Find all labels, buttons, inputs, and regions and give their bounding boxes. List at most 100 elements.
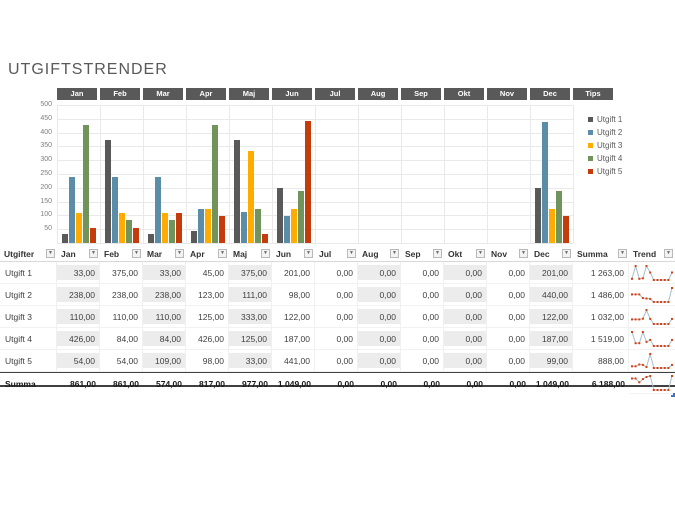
value-cell[interactable]: 0,00 [444, 262, 487, 284]
table-resize-handle[interactable] [671, 393, 675, 397]
value-cell[interactable]: 0,00 [401, 328, 444, 350]
value-cell[interactable]: 201,00 [530, 262, 573, 284]
summa-cell[interactable]: 1 519,00 [573, 328, 629, 350]
summa-cell[interactable]: 888,00 [573, 350, 629, 372]
row-label-cell[interactable]: Utgift 3 [0, 306, 57, 328]
value-cell[interactable]: 0,00 [487, 306, 530, 328]
value-cell[interactable]: 84,00 [143, 328, 186, 350]
total-value-cell[interactable]: 0,00 [315, 373, 358, 394]
value-cell[interactable]: 0,00 [487, 350, 530, 372]
header-cell-nov[interactable]: Nov ▼ [487, 246, 530, 261]
value-cell[interactable]: 0,00 [358, 262, 401, 284]
value-cell[interactable]: 33,00 [57, 262, 100, 284]
value-cell[interactable]: 0,00 [401, 284, 444, 306]
total-value-cell[interactable]: 977,00 [229, 373, 272, 394]
total-label-cell[interactable]: Summa [0, 373, 57, 394]
total-value-cell[interactable]: 861,00 [57, 373, 100, 394]
total-value-cell[interactable]: 0,00 [401, 373, 444, 394]
tab-aug[interactable]: Aug [358, 88, 398, 100]
header-cell-okt[interactable]: Okt ▼ [444, 246, 487, 261]
header-cell-jun[interactable]: Jun ▼ [272, 246, 315, 261]
value-cell[interactable]: 122,00 [272, 306, 315, 328]
value-cell[interactable]: 238,00 [57, 284, 100, 306]
trend-cell[interactable] [629, 284, 675, 306]
value-cell[interactable]: 110,00 [57, 306, 100, 328]
row-label-cell[interactable]: Utgift 5 [0, 350, 57, 372]
header-cell-sep[interactable]: Sep ▼ [401, 246, 444, 261]
row-label-cell[interactable]: Utgift 1 [0, 262, 57, 284]
value-cell[interactable]: 110,00 [143, 306, 186, 328]
trend-cell[interactable] [629, 350, 675, 372]
value-cell[interactable]: 333,00 [229, 306, 272, 328]
header-cell-jan[interactable]: Jan ▼ [57, 246, 100, 261]
value-cell[interactable]: 0,00 [444, 328, 487, 350]
filter-dropdown-icon[interactable]: ▼ [175, 249, 184, 258]
value-cell[interactable]: 0,00 [315, 262, 358, 284]
tab-jan[interactable]: Jan [57, 88, 97, 100]
value-cell[interactable]: 98,00 [186, 350, 229, 372]
filter-dropdown-icon[interactable]: ▼ [132, 249, 141, 258]
value-cell[interactable]: 0,00 [487, 284, 530, 306]
header-cell-aug[interactable]: Aug ▼ [358, 246, 401, 261]
tab-tips[interactable]: Tips [573, 88, 613, 100]
filter-dropdown-icon[interactable]: ▼ [562, 249, 571, 258]
header-cell-jul[interactable]: Jul ▼ [315, 246, 358, 261]
tab-mar[interactable]: Mar [143, 88, 183, 100]
header-cell-apr[interactable]: Apr ▼ [186, 246, 229, 261]
value-cell[interactable]: 0,00 [401, 262, 444, 284]
value-cell[interactable]: 0,00 [401, 306, 444, 328]
total-value-cell[interactable]: 1 049,00 [272, 373, 315, 394]
value-cell[interactable]: 0,00 [315, 284, 358, 306]
value-cell[interactable]: 0,00 [358, 350, 401, 372]
value-cell[interactable]: 0,00 [358, 328, 401, 350]
value-cell[interactable]: 238,00 [100, 284, 143, 306]
value-cell[interactable]: 111,00 [229, 284, 272, 306]
value-cell[interactable]: 0,00 [444, 350, 487, 372]
value-cell[interactable]: 426,00 [186, 328, 229, 350]
filter-dropdown-icon[interactable]: ▼ [261, 249, 270, 258]
filter-dropdown-icon[interactable]: ▼ [476, 249, 485, 258]
value-cell[interactable]: 125,00 [186, 306, 229, 328]
value-cell[interactable]: 54,00 [100, 350, 143, 372]
value-cell[interactable]: 110,00 [100, 306, 143, 328]
summa-cell[interactable]: 1 032,00 [573, 306, 629, 328]
value-cell[interactable]: 375,00 [100, 262, 143, 284]
value-cell[interactable]: 0,00 [315, 328, 358, 350]
total-trend-cell[interactable] [629, 373, 675, 397]
tab-okt[interactable]: Okt [444, 88, 484, 100]
filter-dropdown-icon[interactable]: ▼ [304, 249, 313, 258]
tab-dec[interactable]: Dec [530, 88, 570, 100]
value-cell[interactable]: 238,00 [143, 284, 186, 306]
total-value-cell[interactable]: 0,00 [487, 373, 530, 394]
total-value-cell[interactable]: 0,00 [444, 373, 487, 394]
value-cell[interactable]: 0,00 [358, 306, 401, 328]
filter-dropdown-icon[interactable]: ▼ [390, 249, 399, 258]
tab-apr[interactable]: Apr [186, 88, 226, 100]
total-value-cell[interactable]: 1 049,00 [530, 373, 573, 394]
summa-cell[interactable]: 1 486,00 [573, 284, 629, 306]
value-cell[interactable]: 109,00 [143, 350, 186, 372]
trend-cell[interactable] [629, 328, 675, 350]
value-cell[interactable]: 441,00 [272, 350, 315, 372]
header-cell-dec[interactable]: Dec ▼ [530, 246, 573, 261]
trend-cell[interactable] [629, 306, 675, 328]
header-cell-mar[interactable]: Mar ▼ [143, 246, 186, 261]
value-cell[interactable]: 375,00 [229, 262, 272, 284]
total-value-cell[interactable]: 861,00 [100, 373, 143, 394]
header-cell-feb[interactable]: Feb ▼ [100, 246, 143, 261]
value-cell[interactable]: 0,00 [487, 262, 530, 284]
filter-dropdown-icon[interactable]: ▼ [46, 249, 55, 258]
value-cell[interactable]: 125,00 [229, 328, 272, 350]
filter-dropdown-icon[interactable]: ▼ [433, 249, 442, 258]
value-cell[interactable]: 98,00 [272, 284, 315, 306]
value-cell[interactable]: 45,00 [186, 262, 229, 284]
total-value-cell[interactable]: 574,00 [143, 373, 186, 394]
total-value-cell[interactable]: 817,00 [186, 373, 229, 394]
header-cell-utgifter[interactable]: Utgifter ▼ [0, 246, 57, 261]
summa-cell[interactable]: 1 263,00 [573, 262, 629, 284]
value-cell[interactable]: 0,00 [315, 306, 358, 328]
total-value-cell[interactable]: 0,00 [358, 373, 401, 394]
total-summa-cell[interactable]: 6 188,00 [573, 373, 629, 394]
value-cell[interactable]: 201,00 [272, 262, 315, 284]
value-cell[interactable]: 0,00 [444, 284, 487, 306]
